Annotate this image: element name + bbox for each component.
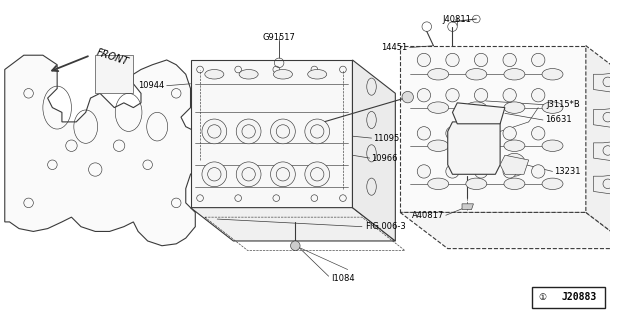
Polygon shape bbox=[95, 55, 133, 93]
Circle shape bbox=[417, 165, 431, 178]
Ellipse shape bbox=[428, 68, 449, 80]
Text: 10966: 10966 bbox=[371, 154, 398, 163]
Circle shape bbox=[457, 132, 492, 166]
Polygon shape bbox=[593, 174, 632, 195]
Ellipse shape bbox=[466, 178, 487, 189]
Circle shape bbox=[503, 89, 516, 102]
Polygon shape bbox=[400, 46, 586, 212]
Circle shape bbox=[503, 165, 516, 178]
Circle shape bbox=[474, 127, 488, 140]
Ellipse shape bbox=[308, 69, 327, 79]
Text: ①: ① bbox=[538, 293, 546, 302]
Circle shape bbox=[271, 119, 295, 144]
Circle shape bbox=[236, 162, 261, 187]
Circle shape bbox=[446, 89, 459, 102]
Polygon shape bbox=[462, 204, 474, 210]
Circle shape bbox=[417, 127, 431, 140]
Bar bbox=[532, 287, 605, 308]
Ellipse shape bbox=[466, 102, 487, 113]
Polygon shape bbox=[593, 108, 632, 129]
Circle shape bbox=[532, 53, 545, 67]
Circle shape bbox=[503, 127, 516, 140]
Ellipse shape bbox=[504, 178, 525, 189]
Circle shape bbox=[271, 162, 295, 187]
Ellipse shape bbox=[504, 140, 525, 151]
Circle shape bbox=[532, 89, 545, 102]
Ellipse shape bbox=[428, 178, 449, 189]
Ellipse shape bbox=[466, 140, 487, 151]
Ellipse shape bbox=[504, 68, 525, 80]
Circle shape bbox=[474, 53, 488, 67]
Ellipse shape bbox=[542, 178, 563, 189]
Ellipse shape bbox=[239, 69, 258, 79]
Circle shape bbox=[446, 53, 459, 67]
Polygon shape bbox=[593, 141, 632, 162]
Text: 13231: 13231 bbox=[554, 167, 581, 176]
Ellipse shape bbox=[428, 102, 449, 113]
Circle shape bbox=[305, 119, 330, 144]
Polygon shape bbox=[353, 60, 396, 241]
Circle shape bbox=[291, 241, 300, 251]
Ellipse shape bbox=[428, 140, 449, 151]
Text: 10944: 10944 bbox=[138, 81, 165, 90]
Ellipse shape bbox=[466, 68, 487, 80]
Text: FIG.006-3: FIG.006-3 bbox=[365, 222, 406, 231]
Circle shape bbox=[532, 165, 545, 178]
Text: A006001349: A006001349 bbox=[556, 299, 602, 308]
Polygon shape bbox=[448, 122, 500, 174]
Circle shape bbox=[532, 127, 545, 140]
Circle shape bbox=[446, 165, 459, 178]
Text: G91517: G91517 bbox=[262, 33, 296, 42]
Circle shape bbox=[474, 165, 488, 178]
Circle shape bbox=[202, 162, 227, 187]
Polygon shape bbox=[4, 55, 200, 246]
Polygon shape bbox=[400, 212, 634, 249]
Circle shape bbox=[417, 53, 431, 67]
Circle shape bbox=[503, 53, 516, 67]
Ellipse shape bbox=[542, 140, 563, 151]
Text: J20883: J20883 bbox=[561, 292, 597, 302]
Ellipse shape bbox=[504, 102, 525, 113]
Circle shape bbox=[446, 127, 459, 140]
Polygon shape bbox=[593, 72, 632, 93]
Circle shape bbox=[417, 89, 431, 102]
Ellipse shape bbox=[205, 69, 224, 79]
Ellipse shape bbox=[273, 69, 292, 79]
Circle shape bbox=[402, 92, 413, 103]
Polygon shape bbox=[191, 208, 396, 241]
Circle shape bbox=[202, 119, 227, 144]
Text: FRONT: FRONT bbox=[95, 47, 130, 67]
Polygon shape bbox=[191, 60, 353, 208]
Polygon shape bbox=[500, 155, 529, 174]
Text: A40817: A40817 bbox=[412, 211, 444, 220]
Ellipse shape bbox=[542, 68, 563, 80]
Ellipse shape bbox=[542, 102, 563, 113]
Text: 16631: 16631 bbox=[545, 116, 572, 124]
Circle shape bbox=[474, 89, 488, 102]
Text: 14451: 14451 bbox=[381, 43, 408, 52]
Text: I1084: I1084 bbox=[332, 274, 355, 283]
Text: J40811: J40811 bbox=[443, 15, 472, 24]
Circle shape bbox=[236, 119, 261, 144]
Text: J3115*B: J3115*B bbox=[547, 100, 580, 109]
Circle shape bbox=[305, 162, 330, 187]
Polygon shape bbox=[452, 103, 505, 124]
Polygon shape bbox=[586, 46, 634, 249]
Circle shape bbox=[503, 153, 526, 176]
Text: 11095: 11095 bbox=[373, 133, 399, 143]
